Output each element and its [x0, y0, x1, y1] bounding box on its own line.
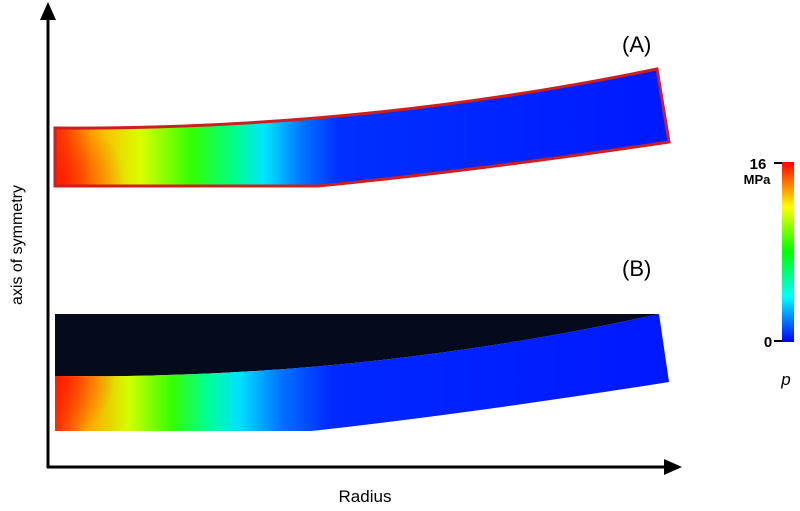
panel-a-shape: [53, 67, 671, 188]
x-axis-arrowhead: [664, 459, 682, 475]
panel-b-dark-region: [55, 314, 659, 377]
colorbar-variable-label: p: [780, 370, 790, 389]
colorbar-unit-label: MPa: [744, 172, 772, 187]
panel-a-label: (A): [622, 32, 651, 57]
panel-b-label: (B): [622, 256, 651, 281]
colorbar-min-label: 0: [764, 334, 772, 351]
panel-b-shape: [55, 314, 669, 431]
x-axis-label: Radius: [339, 487, 392, 506]
colorbar-max-label: 16: [750, 156, 767, 173]
y-axis-label: axis of symmetry: [9, 185, 26, 305]
colorbar: 16 MPa 0 p: [744, 156, 794, 389]
y-axis-arrowhead: [40, 2, 56, 20]
panel-a-outline: [53, 67, 671, 188]
colorbar-gradient: [782, 162, 794, 342]
